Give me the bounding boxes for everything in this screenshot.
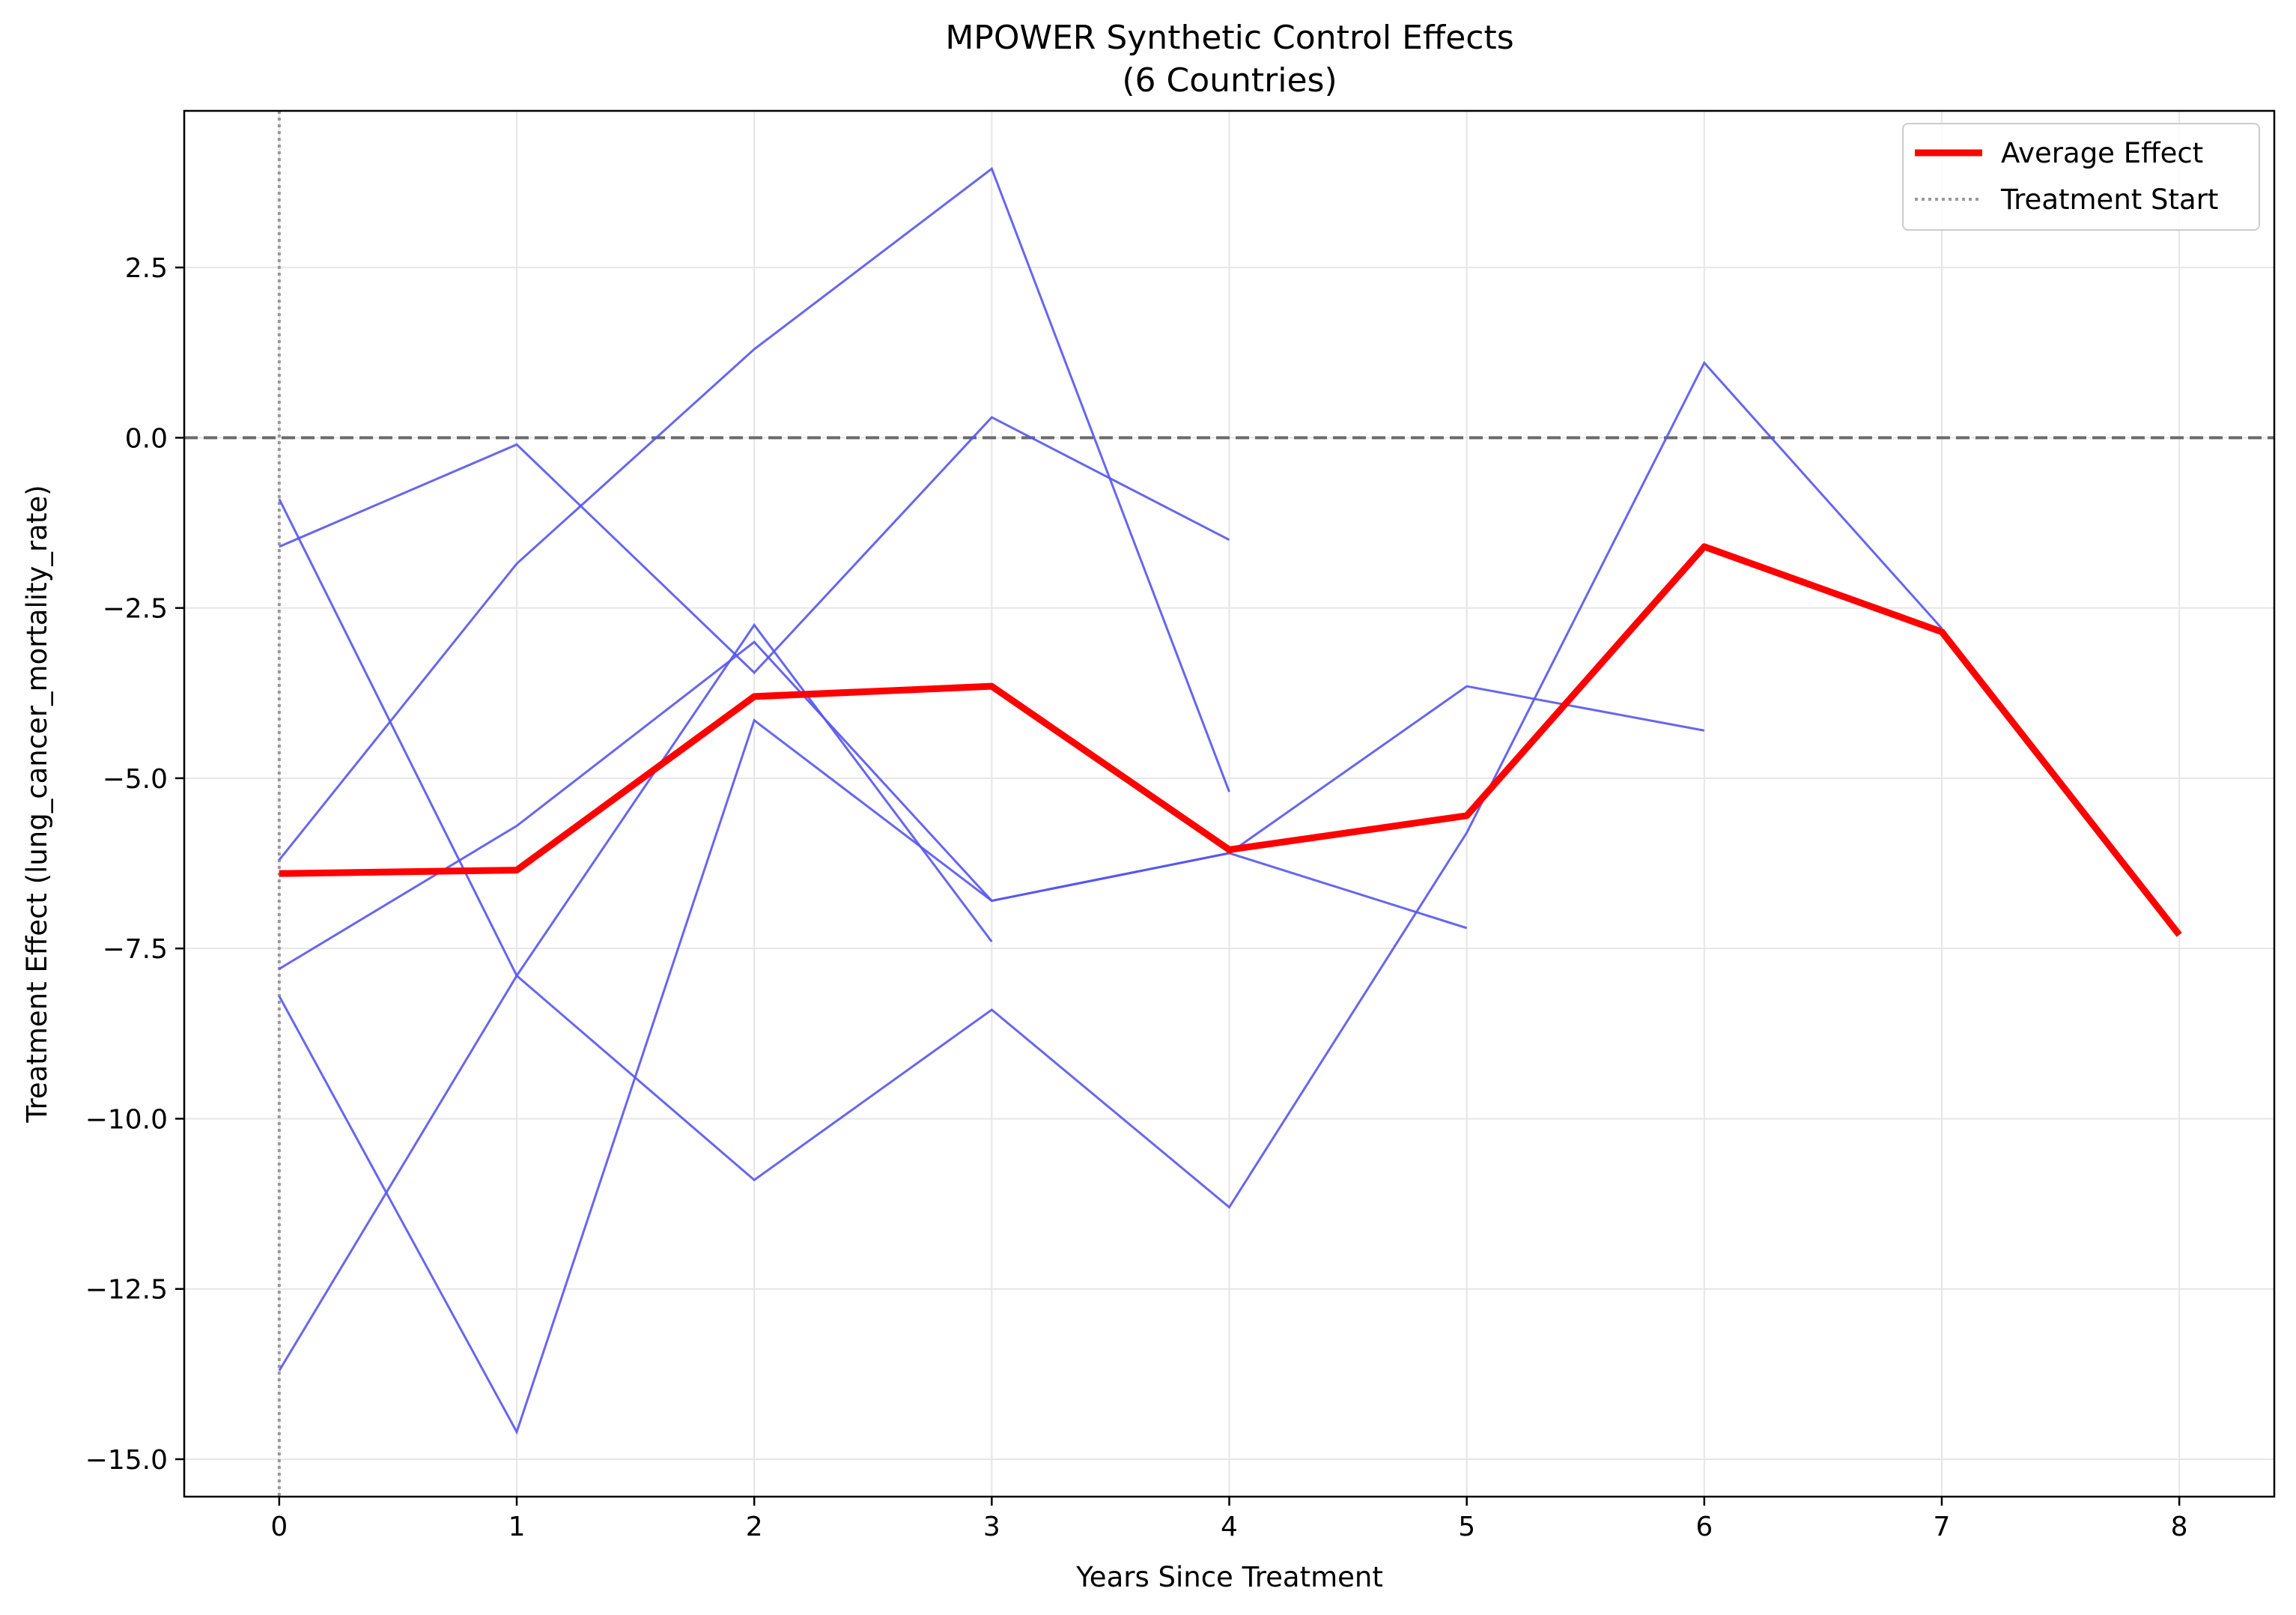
x-tick-label: 2 <box>746 1512 763 1542</box>
x-tick-label: 3 <box>983 1512 1000 1542</box>
country-series <box>278 166 1943 1435</box>
x-tick-label: 8 <box>2171 1512 2188 1542</box>
x-axis-label: Years Since Treatment <box>1075 1561 1383 1593</box>
legend: Average Effect Treatment Start <box>1902 123 2260 231</box>
y-tick-label: 2.5 <box>125 253 168 284</box>
x-tick-label: 5 <box>1458 1512 1475 1542</box>
chart-title: MPOWER Synthetic Control Effects <box>945 19 1513 57</box>
reference-lines <box>184 111 2274 1497</box>
x-tick-label: 7 <box>1934 1512 1951 1542</box>
y-axis-label: Treatment Effect (lung_cancer_mortality_… <box>21 485 53 1123</box>
country-series-line-6 <box>278 685 1705 1435</box>
y-tick-label: 0.0 <box>125 423 168 454</box>
y-tick-label: −5.0 <box>103 764 168 795</box>
country-series-line-1 <box>279 416 1230 675</box>
country-series-line-2 <box>278 166 1230 861</box>
x-tick-label: 4 <box>1221 1512 1238 1542</box>
chart-subtitle: (6 Countries) <box>1122 61 1337 100</box>
country-series-line-5 <box>278 622 993 1372</box>
average-series <box>279 543 2182 937</box>
legend-treatment-label: Treatment Start <box>2000 184 2218 216</box>
legend-average-label: Average Effect <box>2001 137 2203 169</box>
x-axis-ticks: 0 1 2 3 4 5 6 7 8 <box>270 1497 2188 1542</box>
y-tick-label: −10.0 <box>85 1104 168 1135</box>
country-series-line-4 <box>279 640 1468 970</box>
average-effect-line <box>279 543 2182 937</box>
country-series-line-3 <box>278 360 1943 1209</box>
y-tick-label: −15.0 <box>85 1445 168 1476</box>
y-tick-label: −7.5 <box>103 934 168 965</box>
x-tick-label: 0 <box>270 1512 288 1542</box>
y-axis-ticks: 2.5 0.0 −2.5 −5.0 −7.5 −10.0 −12.5 −15.0 <box>85 253 184 1476</box>
legend-box <box>1902 123 2260 231</box>
y-tick-label: −12.5 <box>85 1275 168 1306</box>
x-tick-label: 6 <box>1695 1512 1713 1542</box>
y-tick-label: −2.5 <box>103 594 168 625</box>
grid <box>184 111 2274 1497</box>
x-tick-label: 1 <box>508 1512 526 1542</box>
